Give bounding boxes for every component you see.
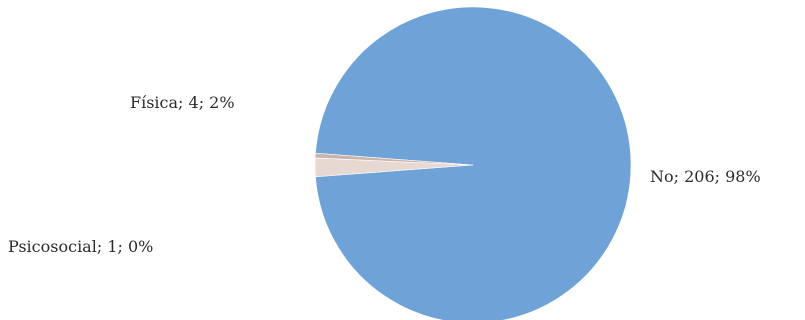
slice-no <box>315 6 632 320</box>
label-no: No; 206; 98% <box>650 167 761 186</box>
pie-slices <box>314 6 632 320</box>
slice-labels: No; 206; 98% Física; 4; 2% Psicosocial; … <box>8 93 761 256</box>
label-fisica: Física; 4; 2% <box>130 93 235 112</box>
label-psicosocial: Psicosocial; 1; 0% <box>8 237 153 256</box>
slice-psicosocial <box>314 152 474 166</box>
